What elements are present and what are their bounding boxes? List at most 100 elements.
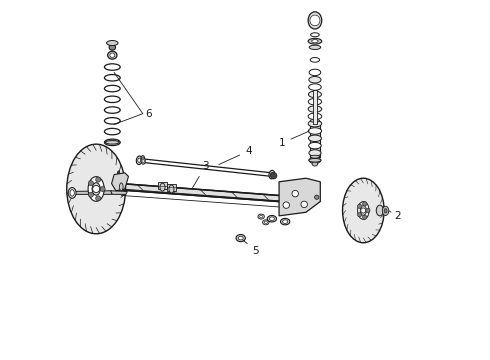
- Circle shape: [358, 212, 362, 217]
- Ellipse shape: [358, 202, 369, 219]
- Ellipse shape: [238, 236, 243, 240]
- Polygon shape: [279, 178, 320, 216]
- Ellipse shape: [309, 157, 321, 163]
- Text: 3: 3: [193, 161, 209, 188]
- Ellipse shape: [308, 91, 321, 98]
- Ellipse shape: [68, 188, 76, 198]
- Ellipse shape: [138, 158, 141, 162]
- Ellipse shape: [310, 155, 319, 158]
- Ellipse shape: [136, 156, 142, 165]
- Ellipse shape: [70, 190, 74, 196]
- Ellipse shape: [382, 206, 389, 216]
- Ellipse shape: [169, 185, 174, 193]
- Ellipse shape: [310, 15, 320, 26]
- Ellipse shape: [376, 205, 383, 216]
- Ellipse shape: [343, 178, 384, 243]
- Polygon shape: [111, 191, 127, 194]
- Circle shape: [301, 201, 307, 208]
- Ellipse shape: [67, 144, 125, 234]
- Polygon shape: [112, 173, 128, 191]
- Ellipse shape: [309, 143, 321, 149]
- Ellipse shape: [308, 121, 322, 127]
- Circle shape: [88, 192, 94, 197]
- Ellipse shape: [105, 140, 119, 144]
- Polygon shape: [69, 191, 112, 194]
- Text: 1: 1: [279, 131, 310, 148]
- Ellipse shape: [265, 221, 267, 224]
- Circle shape: [88, 181, 94, 186]
- Ellipse shape: [309, 69, 321, 76]
- Ellipse shape: [236, 234, 245, 242]
- Ellipse shape: [88, 177, 104, 201]
- Ellipse shape: [308, 135, 321, 141]
- Bar: [310, 121, 319, 157]
- Polygon shape: [122, 184, 288, 202]
- Ellipse shape: [104, 75, 120, 81]
- Circle shape: [283, 202, 290, 208]
- Ellipse shape: [308, 113, 322, 120]
- Circle shape: [96, 177, 100, 182]
- Ellipse shape: [308, 99, 321, 105]
- Text: 4: 4: [219, 146, 252, 165]
- Circle shape: [96, 196, 100, 201]
- Ellipse shape: [309, 150, 321, 156]
- Ellipse shape: [269, 170, 275, 179]
- Ellipse shape: [270, 172, 273, 177]
- Ellipse shape: [310, 120, 319, 122]
- Ellipse shape: [267, 216, 276, 222]
- Ellipse shape: [308, 106, 322, 112]
- Ellipse shape: [109, 44, 116, 50]
- Ellipse shape: [104, 85, 120, 92]
- Text: 2: 2: [389, 211, 400, 221]
- Ellipse shape: [309, 158, 321, 162]
- Ellipse shape: [160, 183, 165, 191]
- Ellipse shape: [104, 139, 120, 145]
- Ellipse shape: [309, 77, 321, 83]
- Ellipse shape: [263, 220, 269, 225]
- Ellipse shape: [141, 158, 146, 164]
- Ellipse shape: [311, 33, 319, 37]
- Ellipse shape: [260, 215, 263, 218]
- Ellipse shape: [142, 159, 144, 163]
- Ellipse shape: [141, 156, 145, 161]
- Ellipse shape: [308, 12, 322, 29]
- Ellipse shape: [384, 209, 387, 213]
- Circle shape: [315, 195, 319, 199]
- Polygon shape: [158, 182, 167, 189]
- Ellipse shape: [270, 217, 274, 221]
- Ellipse shape: [280, 219, 290, 225]
- Ellipse shape: [104, 129, 120, 135]
- Text: 6: 6: [146, 109, 152, 119]
- Text: 5: 5: [243, 240, 259, 256]
- Ellipse shape: [110, 53, 115, 57]
- Polygon shape: [167, 184, 176, 191]
- Circle shape: [100, 186, 105, 192]
- Ellipse shape: [258, 214, 265, 219]
- Circle shape: [366, 208, 370, 213]
- Ellipse shape: [107, 41, 118, 45]
- Ellipse shape: [104, 107, 120, 113]
- Circle shape: [93, 185, 99, 193]
- Ellipse shape: [312, 40, 318, 43]
- Ellipse shape: [309, 45, 320, 49]
- Circle shape: [363, 215, 367, 219]
- Ellipse shape: [120, 183, 123, 191]
- Ellipse shape: [310, 58, 319, 62]
- Ellipse shape: [308, 128, 321, 134]
- Ellipse shape: [92, 183, 100, 195]
- Ellipse shape: [283, 220, 288, 224]
- Ellipse shape: [308, 39, 322, 44]
- Circle shape: [363, 202, 367, 206]
- Ellipse shape: [312, 162, 318, 166]
- Ellipse shape: [104, 64, 120, 70]
- Circle shape: [361, 208, 366, 213]
- Ellipse shape: [108, 51, 117, 59]
- Ellipse shape: [360, 206, 367, 215]
- Circle shape: [292, 190, 298, 197]
- Ellipse shape: [104, 96, 120, 103]
- Circle shape: [270, 172, 277, 179]
- Ellipse shape: [309, 84, 321, 90]
- Bar: [313, 90, 317, 125]
- Ellipse shape: [104, 118, 120, 124]
- Circle shape: [358, 204, 362, 208]
